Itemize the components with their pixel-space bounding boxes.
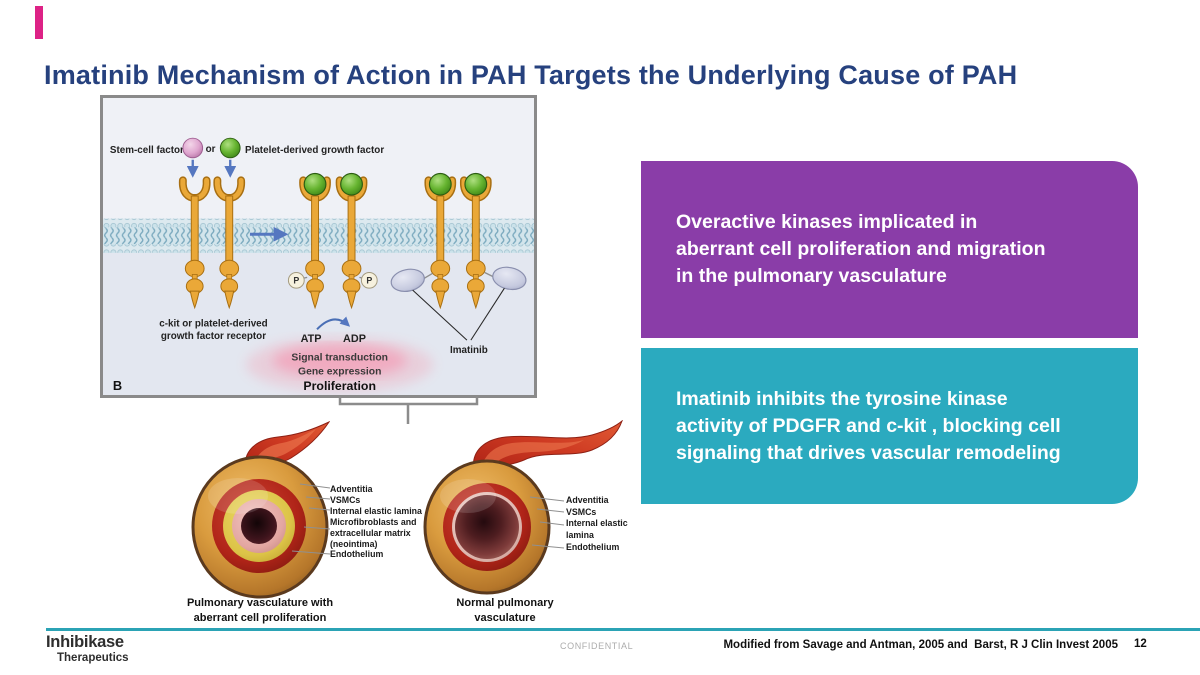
svg-text:P: P xyxy=(293,276,299,286)
footer-divider xyxy=(46,628,1200,631)
brand-accent-bar xyxy=(35,6,43,39)
slide-number: 12 xyxy=(1134,638,1147,650)
bound-ligands xyxy=(303,172,488,196)
receptor-label-1: c-kit or platelet-derived xyxy=(159,318,267,329)
callout-imatinib-inhibits: Imatinib inhibits the tyrosine kinase ac… xyxy=(641,348,1138,504)
imatinib-label: Imatinib xyxy=(450,345,488,356)
confidential-label: CONFIDENTIAL xyxy=(560,641,634,651)
phosphate-right: P xyxy=(359,271,378,289)
callout-line: activity of PDGFR and c-kit , blocking c… xyxy=(676,414,1061,437)
layer-label: Microfibroblasts and xyxy=(330,516,417,527)
pink-glow xyxy=(272,344,407,378)
callout-line: Overactive kinases implicated in xyxy=(676,211,978,233)
leader-lines xyxy=(291,483,330,555)
legend-pdgf: Platelet-derived growth factor xyxy=(245,145,384,156)
callout-line: signaling that drives vascular remodelin… xyxy=(676,441,1061,464)
gene-expression-label: Gene expression xyxy=(298,366,381,377)
callout-line: aberrant cell proliferation and migratio… xyxy=(676,238,1046,260)
leader-lines xyxy=(529,496,565,549)
normal-vessel-caption: Normal pulmonary vasculature xyxy=(456,597,554,624)
vessel-normal xyxy=(423,420,623,595)
layer-label: Internal elastic xyxy=(566,518,628,529)
layer-label: VSMCs xyxy=(330,494,361,505)
atp-adp-arrow-icon xyxy=(316,316,351,331)
svg-text:P: P xyxy=(366,276,372,286)
atp-label: ATP xyxy=(301,333,322,345)
logo-name: Inhibikase xyxy=(46,633,124,651)
page-title: Imatinib Mechanism of Action in PAH Targ… xyxy=(44,60,1018,90)
diseased-vessel-labels: Adventitia VSMCs Internal elastic lamina… xyxy=(330,484,440,560)
panel-letter: B xyxy=(113,378,122,393)
layer-label: Endothelium xyxy=(566,541,620,552)
diseased-vessel-caption: Pulmonary vasculature with aberrant cell… xyxy=(186,597,334,624)
layer-label: Endothelium xyxy=(330,549,384,560)
layer-label: extracellular matrix xyxy=(330,527,411,538)
legend-stem-cell-factor: Stem-cell factor xyxy=(110,145,184,156)
layer-label: VSMCs xyxy=(566,506,597,517)
proliferation-label: Proliferation xyxy=(303,379,376,393)
callout-line: Imatinib inhibits the tyrosine kinase xyxy=(676,387,1008,410)
layer-label: Internal elastic lamina xyxy=(330,505,422,516)
layer-label: lamina xyxy=(566,530,594,541)
callout-overactive-kinases: Overactive kinases implicated in aberran… xyxy=(641,161,1138,338)
mechanism-figure-panel: Stem-cell factor or Platelet-derived gro… xyxy=(100,95,537,398)
legend-or: or xyxy=(206,144,216,155)
receptor-label-2: growth factor receptor xyxy=(161,331,266,342)
adp-label: ADP xyxy=(343,333,366,345)
figure-bracket xyxy=(338,396,479,424)
vessel-diseased xyxy=(191,420,330,599)
layer-label: Adventitia xyxy=(566,495,609,505)
normal-vessel-labels: Adventitia VSMCs Internal elastic lamina… xyxy=(566,495,646,554)
company-logo: Inhibikase Therapeutics xyxy=(46,633,129,665)
imatinib-molecules xyxy=(390,266,527,341)
logo-subname: Therapeutics xyxy=(57,652,129,664)
signal-transduction-label: Signal transduction xyxy=(291,353,388,364)
phosphate-left: P xyxy=(287,271,308,289)
callout-line: in the pulmonary vasculature xyxy=(676,265,947,287)
pdgf-ball-icon xyxy=(219,137,241,159)
layer-label: (neointima) xyxy=(330,538,378,549)
layer-label: Adventitia xyxy=(330,484,373,494)
stem-cell-factor-ball-icon xyxy=(182,137,204,159)
citation-text: Modified from Savage and Antman, 2005 an… xyxy=(723,639,1118,651)
mechanism-figure: Stem-cell factor or Platelet-derived gro… xyxy=(103,98,534,395)
